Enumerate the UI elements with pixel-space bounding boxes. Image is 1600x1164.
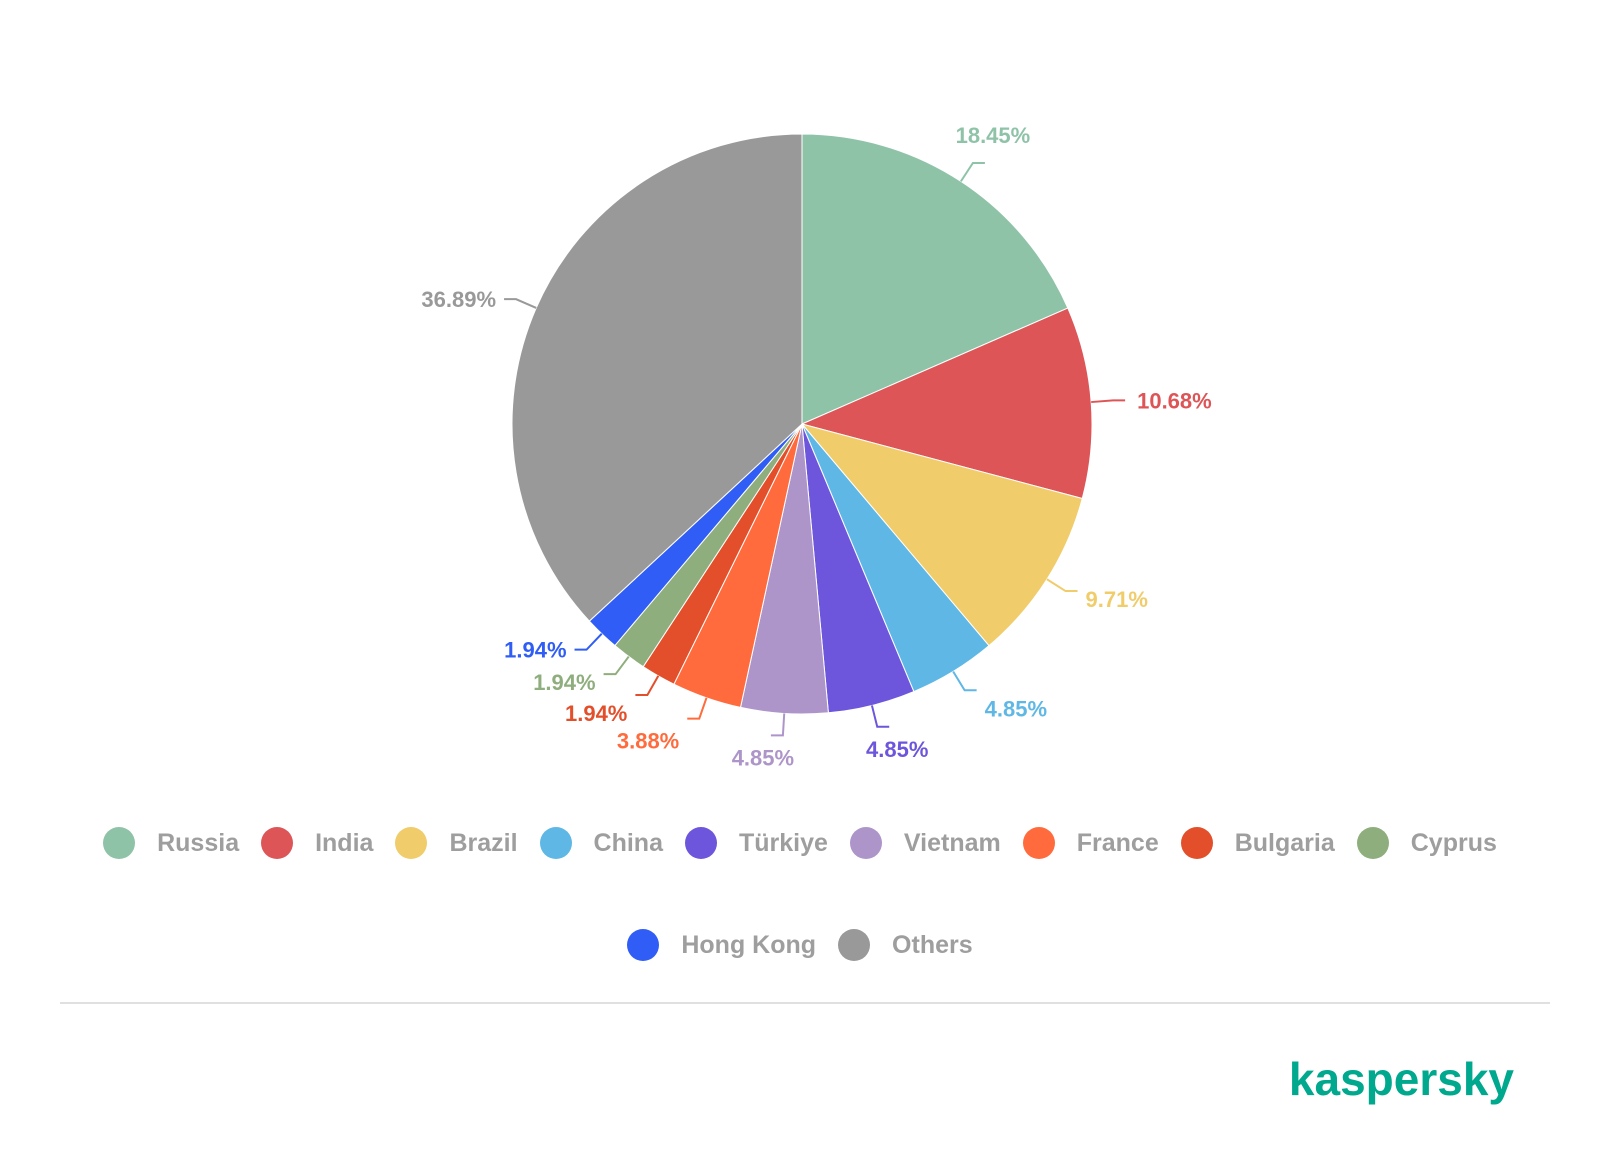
data-label-france: 3.88% <box>617 729 679 754</box>
legend-item-cyprus: Cyprus <box>1356 826 1497 860</box>
legend-label: Russia <box>157 828 240 857</box>
legend-item-hong-kong: Hong Kong <box>627 928 816 962</box>
legend-swatch <box>539 827 572 859</box>
legend-label: India <box>315 828 374 857</box>
leader-line-india <box>1091 399 1126 404</box>
legend-swatch <box>395 827 428 859</box>
leader-line-others <box>504 298 537 309</box>
pie-chart: 18.45% 10.68% 9.71% 4.85% 4.85% 4.85% 3.88% 1.9… <box>421 123 1212 770</box>
leader-line-hong-kong <box>574 633 603 651</box>
legend-label: France <box>1076 828 1159 857</box>
legend-label: Türkiye <box>738 828 828 857</box>
legend-label: Brazil <box>449 828 518 857</box>
data-label-brazil: 9.71% <box>1086 587 1148 612</box>
data-label-russia: 18.45% <box>956 123 1031 148</box>
legend-swatch <box>627 929 660 961</box>
kaspersky-logo: kaspersky <box>1288 1053 1514 1105</box>
data-label-vietnam: 4.85% <box>732 745 794 770</box>
data-label-hong-kong: 1.94% <box>504 638 566 663</box>
legend-item-bulgaria: Bulgaria <box>1180 826 1335 860</box>
legend-swatch <box>261 827 294 859</box>
legend-label: Bulgaria <box>1234 828 1335 857</box>
legend-swatch <box>103 827 136 859</box>
data-label-bulgaria: 1.94% <box>565 701 627 726</box>
legend-item-brazil: Brazil <box>395 826 518 860</box>
legend-label: Vietnam <box>903 828 1001 857</box>
legend-item-t-rkiye: Türkiye <box>684 826 828 860</box>
legend-swatch <box>1356 827 1389 859</box>
leader-line-china <box>952 670 977 692</box>
leader-line-t-rkiye <box>870 705 890 728</box>
legend-swatch <box>849 827 882 859</box>
data-label-china: 4.85% <box>985 696 1047 721</box>
pie-slice-brazil <box>800 423 1083 647</box>
chart-legend: Russia India Brazil China Türkiye Vietnam Fran… <box>0 826 1600 962</box>
leader-line-cyprus <box>603 655 630 676</box>
data-label-t-rkiye: 4.85% <box>866 737 928 762</box>
legend-item-china: China <box>539 826 663 860</box>
leader-line-russia <box>960 161 985 182</box>
data-label-cyprus: 1.94% <box>533 670 595 695</box>
legend-label: China <box>593 828 663 857</box>
pie-slice-india <box>800 307 1093 500</box>
legend-label: Cyprus <box>1410 828 1497 857</box>
legend-item-india: India <box>261 826 373 860</box>
legend-swatch <box>1022 827 1055 859</box>
legend-label: Hong Kong <box>681 930 817 959</box>
leader-line-bulgaria <box>635 675 660 696</box>
pie-slice-russia <box>801 133 1069 425</box>
legend-item-others: Others <box>838 928 973 962</box>
legend-swatch <box>838 929 871 961</box>
data-label-india: 10.68% <box>1137 388 1212 413</box>
legend-swatch <box>684 827 717 859</box>
legend-item-france: France <box>1022 826 1159 860</box>
legend-swatch <box>1180 827 1213 859</box>
legend-label: Others <box>892 930 973 959</box>
data-label-others: 36.89% <box>421 287 496 312</box>
leader-line-france <box>687 697 708 720</box>
leader-line-brazil <box>1046 578 1078 593</box>
footer-divider <box>60 1002 1550 1004</box>
leader-line-vietnam <box>770 713 786 737</box>
legend-item-vietnam: Vietnam <box>849 826 1001 860</box>
legend-item-russia: Russia <box>103 826 239 860</box>
